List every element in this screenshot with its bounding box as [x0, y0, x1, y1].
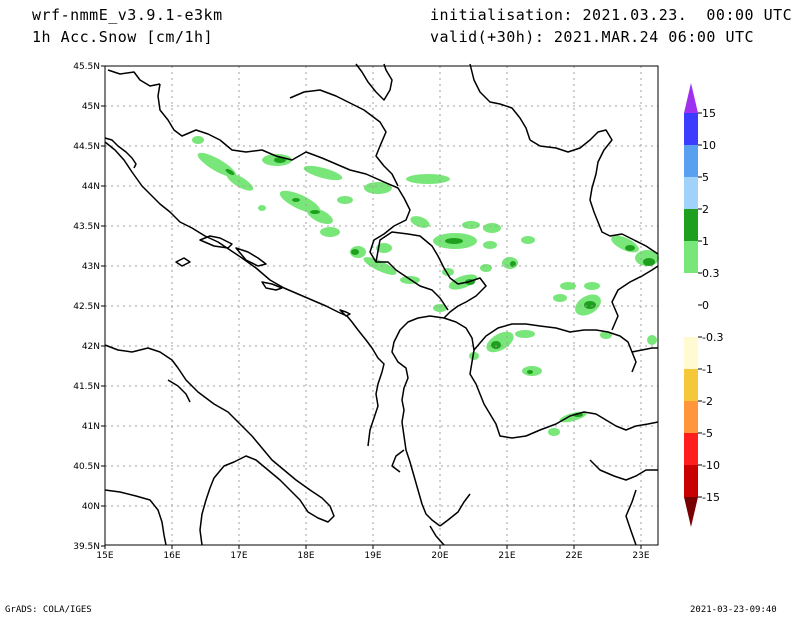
- colorbar-segment: [684, 145, 698, 177]
- colorbar-label: 0: [702, 299, 709, 312]
- lat-label: 44N: [82, 182, 100, 192]
- lon-label: 15E: [96, 551, 113, 561]
- colorbar-label: 10: [702, 139, 716, 152]
- lat-label: 41N: [82, 422, 100, 432]
- lat-label: 43N: [82, 262, 100, 272]
- colorbar-bottom-arrow: [684, 497, 698, 527]
- colorbar-label: 5: [702, 171, 709, 184]
- colorbar-segment: [684, 369, 698, 401]
- colorbar-segment: [684, 241, 698, 273]
- colorbar-segment: [684, 273, 698, 305]
- lat-label: 44.5N: [73, 142, 100, 152]
- valid-time: valid(+30h): 2021.MAR.24 06:00 UTC: [430, 28, 755, 46]
- lat-label: 40N: [82, 502, 100, 512]
- colorbar-label: 2: [702, 203, 709, 216]
- lon-label: 18E: [297, 551, 314, 561]
- lat-label: 45.5N: [73, 62, 100, 72]
- colorbar-segment: [684, 401, 698, 433]
- colorbar-label: -1: [702, 363, 713, 376]
- lon-label: 19E: [364, 551, 381, 561]
- colorbar-segment: [684, 113, 698, 145]
- colorbar-labels: 15 10 5 2 1 0.3 0 -0.3 -1 -2 -5 -10 -15: [702, 107, 723, 504]
- lon-label: 22E: [565, 551, 582, 561]
- model-title: wrf-nmmE_v3.9.1-e3km: [32, 6, 223, 24]
- colorbar-segment: [684, 433, 698, 465]
- lon-label: 17E: [230, 551, 247, 561]
- coastlines-borders: [104, 63, 659, 546]
- init-time: initialisation: 2021.03.23. 00:00 UTC: [430, 6, 793, 24]
- colorbar: [684, 83, 702, 527]
- field-title: 1h Acc.Snow [cm/1h]: [32, 28, 214, 46]
- colorbar-segment: [684, 209, 698, 241]
- colorbar-label: -10: [702, 459, 720, 472]
- colorbar-label: -0.3: [702, 331, 723, 344]
- footer-credit: GrADS: COLA/IGES: [5, 605, 92, 615]
- colorbar-label: -5: [702, 427, 713, 440]
- lat-label: 39.5N: [73, 542, 100, 552]
- lat-label: 42N: [82, 342, 100, 352]
- colorbar-top-arrow: [684, 83, 698, 113]
- colorbar-label: -2: [702, 395, 713, 408]
- colorbar-label: -15: [702, 491, 720, 504]
- longitude-labels: 15E 16E 17E 18E 19E 20E 21E 22E 23E: [96, 551, 649, 561]
- lat-label: 40.5N: [73, 462, 100, 472]
- colorbar-segment: [684, 177, 698, 209]
- lon-label: 16E: [163, 551, 180, 561]
- lat-label: 42.5N: [73, 302, 100, 312]
- lat-label: 43.5N: [73, 222, 100, 232]
- lat-label: 45N: [82, 102, 100, 112]
- colorbar-segment: [684, 305, 698, 337]
- colorbar-segment: [684, 465, 698, 497]
- colorbar-label: 1: [702, 235, 709, 248]
- latitude-labels: 45.5N 45N 44.5N 44N 43.5N 43N 42.5N 42N 41.5N 41N…: [73, 62, 100, 552]
- colorbar-label: 0.3: [702, 267, 720, 280]
- axis-ticks: [101, 65, 642, 549]
- lon-label: 20E: [431, 551, 448, 561]
- colorbar-label: 15: [702, 107, 716, 120]
- colorbar-segment: [684, 337, 698, 369]
- lon-label: 23E: [632, 551, 649, 561]
- footer-timestamp: 2021-03-23-09:40: [690, 605, 777, 615]
- map-grid: [105, 66, 658, 545]
- snow-field: [192, 136, 659, 436]
- lon-label: 21E: [498, 551, 515, 561]
- lat-label: 41.5N: [73, 382, 100, 392]
